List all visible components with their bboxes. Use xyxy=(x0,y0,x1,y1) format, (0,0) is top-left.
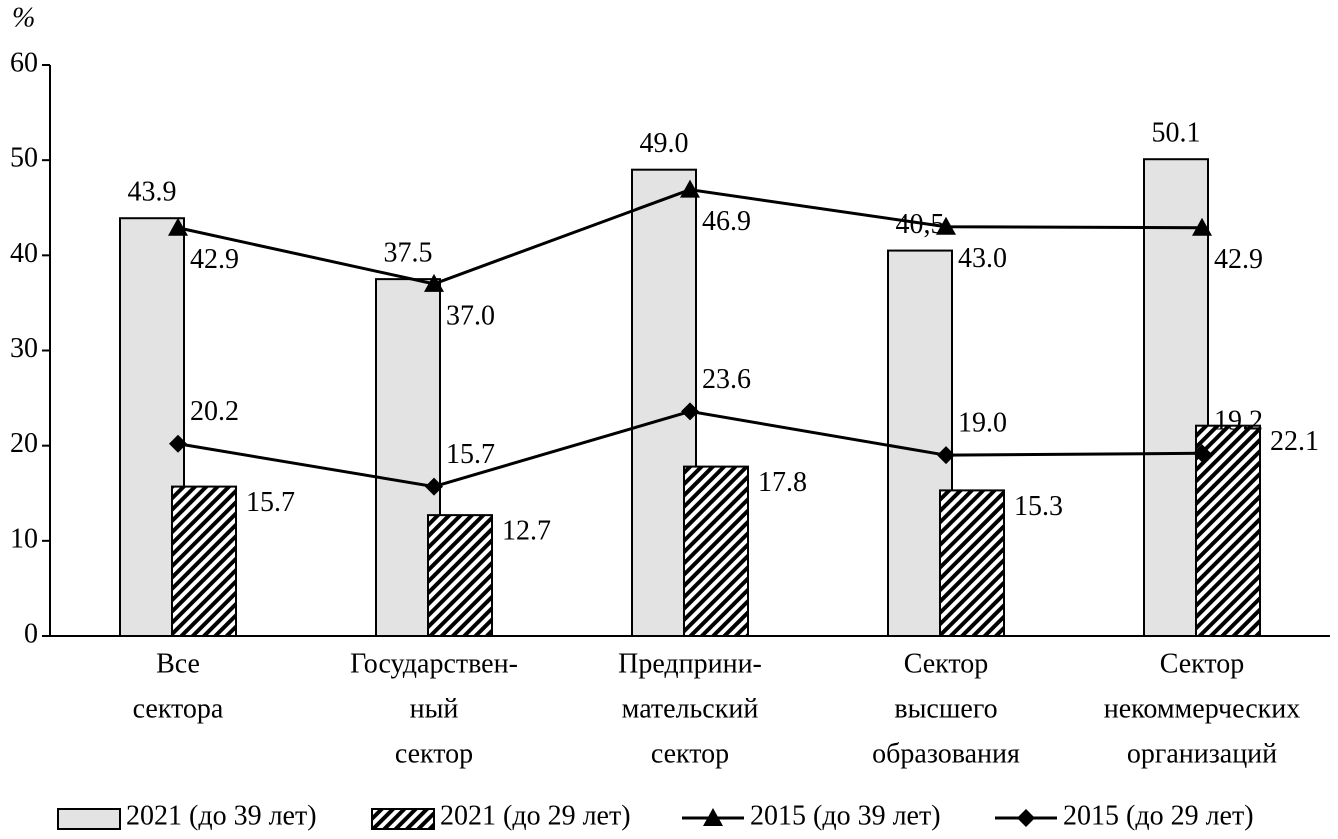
data-label: 43.0 xyxy=(958,243,1007,274)
data-label: 37.0 xyxy=(446,300,495,331)
data-label: 15.7 xyxy=(446,439,495,470)
marker xyxy=(169,434,187,453)
x-tick-label: Предприни- xyxy=(618,648,762,679)
bar xyxy=(427,514,493,637)
x-tick-label: Сектор xyxy=(1160,648,1245,679)
data-label: 43.9 xyxy=(128,177,177,208)
legend-swatch xyxy=(371,808,435,830)
data-label: 50.1 xyxy=(1152,118,1201,149)
x-tick-label: мательский xyxy=(622,693,759,724)
x-tick-label: сектор xyxy=(395,738,473,769)
data-label: 23.6 xyxy=(702,364,751,395)
data-label: 46.9 xyxy=(702,206,751,237)
legend-label: 2021 (до 29 лет) xyxy=(440,800,631,831)
marker xyxy=(425,477,443,496)
x-tick-label: образования xyxy=(872,738,1020,769)
y-tick-label: 30 xyxy=(10,333,38,364)
y-tick-label: 40 xyxy=(10,238,38,269)
data-label: 12.7 xyxy=(502,516,551,547)
data-label: 37.5 xyxy=(384,238,433,269)
x-tick-label: Государствен- xyxy=(350,648,518,679)
y-tick-label: 60 xyxy=(10,47,38,78)
y-tick-label: 0 xyxy=(24,618,38,649)
marker xyxy=(936,216,956,235)
marker xyxy=(937,446,955,465)
y-tick-label: 20 xyxy=(10,428,38,459)
data-label: 20.2 xyxy=(190,396,239,427)
legend-marker xyxy=(703,808,723,826)
bar xyxy=(683,465,749,637)
marker xyxy=(681,402,699,421)
marker xyxy=(424,273,444,292)
data-label: 22.1 xyxy=(1270,426,1319,457)
bar xyxy=(939,489,1005,637)
legend-label: 2021 (до 39 лет) xyxy=(126,800,317,831)
data-label: 42.9 xyxy=(1214,244,1263,275)
data-label: 17.8 xyxy=(758,467,807,498)
data-label: 19.2 xyxy=(1214,406,1263,437)
bar xyxy=(171,485,237,638)
x-tick-label: организаций xyxy=(1127,738,1277,769)
data-label: 19.0 xyxy=(958,408,1007,439)
x-tick-label: сектора xyxy=(133,693,224,724)
legend-marker xyxy=(1017,809,1035,827)
bar xyxy=(1195,424,1261,637)
x-tick-label: Все xyxy=(156,648,200,679)
marker xyxy=(1193,444,1211,463)
x-tick-label: Сектор xyxy=(904,648,989,679)
legend-swatch xyxy=(57,808,121,830)
data-label: 15.7 xyxy=(246,487,295,518)
y-tick-label: 10 xyxy=(10,523,38,554)
legend-label: 2015 (до 39 лет) xyxy=(750,800,941,831)
data-label: 15.3 xyxy=(1014,491,1063,522)
marker xyxy=(168,217,188,236)
marker xyxy=(680,179,700,198)
x-tick-label: некоммерческих xyxy=(1104,693,1300,724)
x-tick-label: ный xyxy=(410,693,459,724)
marker xyxy=(1192,217,1212,236)
y-axis-label: % xyxy=(12,2,35,33)
data-label: 49.0 xyxy=(640,128,689,159)
legend-label: 2015 (до 29 лет) xyxy=(1063,800,1254,831)
data-label: 42.9 xyxy=(190,244,239,275)
x-tick-label: высшего xyxy=(894,693,997,724)
y-tick-label: 50 xyxy=(10,143,38,174)
x-tick-label: сектор xyxy=(651,738,729,769)
